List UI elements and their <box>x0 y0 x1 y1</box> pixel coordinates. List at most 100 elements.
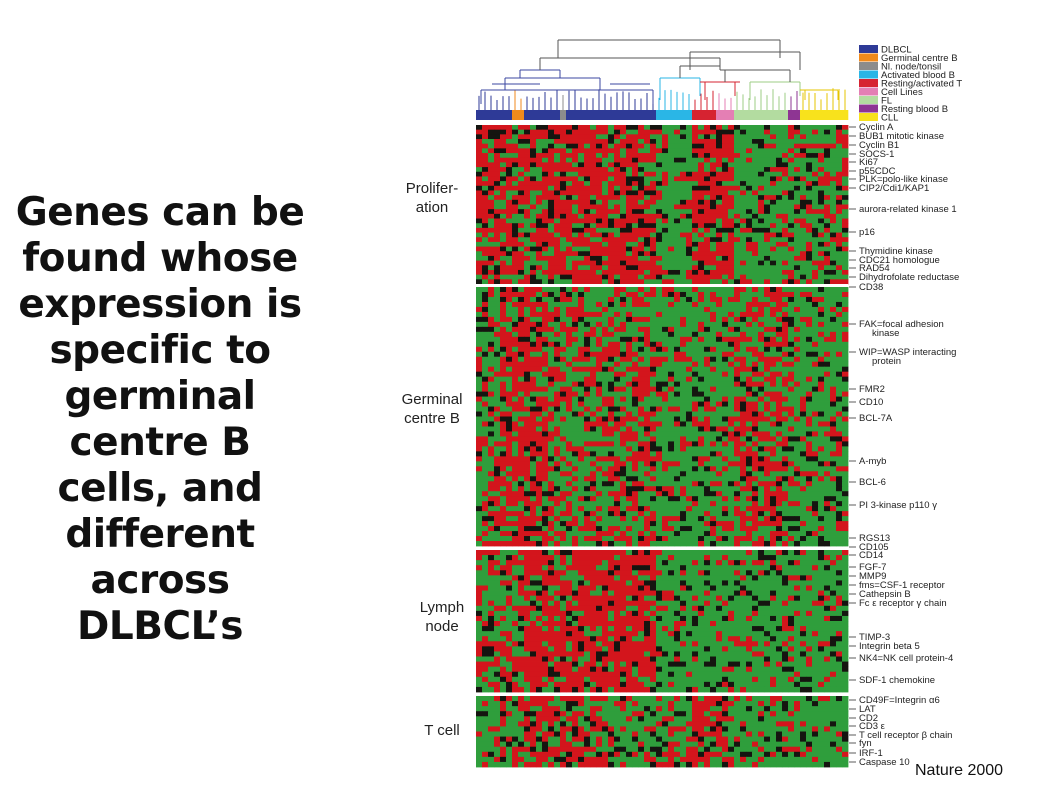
heatmap-cell <box>494 251 501 257</box>
heatmap-cell <box>584 451 591 457</box>
heatmap-cell <box>644 416 651 422</box>
heatmap-cell <box>698 232 705 238</box>
heatmap-cell <box>842 157 849 163</box>
heatmap-cell <box>692 381 699 388</box>
heatmap-cell <box>770 331 777 338</box>
heatmap-cell <box>776 167 783 173</box>
heatmap-cell <box>572 476 579 482</box>
heatmap-cell <box>704 401 711 407</box>
heatmap-cell <box>800 237 807 243</box>
heatmap-cell <box>500 153 507 159</box>
heatmap-cell <box>680 279 687 285</box>
heatmap-cell <box>668 316 675 323</box>
heatmap-cell <box>704 466 711 472</box>
heatmap-cell <box>758 153 765 159</box>
heatmap-cell <box>782 416 789 422</box>
heatmap-cell <box>500 269 507 276</box>
heatmap-cell <box>764 265 771 271</box>
heatmap-cell <box>632 139 639 145</box>
heatmap-cell <box>656 441 663 447</box>
heatmap-cell <box>626 269 633 276</box>
heatmap-cell <box>728 274 735 280</box>
heatmap-cell <box>578 167 585 173</box>
heatmap-cell <box>626 311 633 318</box>
heatmap-cell <box>680 481 687 487</box>
heatmap-cell <box>566 496 573 502</box>
heatmap-cell <box>806 481 813 487</box>
heatmap-cell <box>602 227 609 233</box>
heatmap-cell <box>830 316 837 323</box>
heatmap-cell <box>632 391 639 397</box>
heatmap-cell <box>770 296 777 303</box>
heatmap-cell <box>728 301 735 308</box>
heatmap-cell <box>680 287 687 293</box>
heatmap-cell <box>554 274 561 280</box>
heatmap-cell <box>806 406 813 412</box>
heatmap-cell <box>668 396 675 402</box>
heatmap-cell <box>632 171 639 177</box>
heatmap-cell <box>566 157 573 163</box>
heatmap-cell <box>734 356 741 363</box>
heatmap-cell <box>590 386 597 392</box>
heatmap-cell <box>806 153 813 159</box>
heatmap-cell <box>764 386 771 392</box>
heatmap-cell <box>614 167 621 173</box>
heatmap-cell <box>818 287 825 293</box>
heatmap-cell <box>524 190 531 196</box>
heatmap-cell <box>812 181 819 187</box>
heatmap-cell <box>806 421 813 427</box>
heatmap-cell <box>620 386 627 392</box>
heatmap-cell <box>512 246 519 252</box>
heatmap-cell <box>782 129 789 135</box>
heatmap-cell <box>746 129 753 135</box>
heatmap-cell <box>494 287 501 293</box>
heatmap-cell <box>686 181 693 187</box>
heatmap-cell <box>806 371 813 378</box>
heatmap-cell <box>524 162 531 168</box>
heatmap-cell <box>638 391 645 397</box>
heatmap-cell <box>596 153 603 159</box>
heatmap-cell <box>566 406 573 412</box>
heatmap-cell <box>560 251 567 257</box>
heatmap-cell <box>560 218 567 224</box>
heatmap-cell <box>536 287 543 293</box>
heatmap-cell <box>590 255 597 262</box>
heatmap-cell <box>518 153 525 159</box>
heatmap-cell <box>500 157 507 163</box>
heatmap-cell <box>668 311 675 318</box>
heatmap-cell <box>668 381 675 388</box>
heatmap-cell <box>626 321 633 328</box>
heatmap-cell <box>758 446 765 452</box>
heatmap-cell <box>494 421 501 427</box>
heatmap-cell <box>758 396 765 402</box>
heatmap-cell <box>638 301 645 308</box>
heatmap-cell <box>554 125 561 131</box>
heatmap-cell <box>716 269 723 276</box>
heatmap-cell <box>518 406 525 412</box>
heatmap-cell <box>704 301 711 308</box>
heatmap-cell <box>494 269 501 276</box>
heatmap-cell <box>524 356 531 363</box>
heatmap-cell <box>722 486 729 492</box>
heatmap-cell <box>584 491 591 497</box>
heatmap-cell <box>488 331 495 338</box>
heatmap-cell <box>632 157 639 163</box>
heatmap-cell <box>494 139 501 145</box>
heatmap-cell <box>752 153 759 159</box>
heatmap-cell <box>596 496 603 502</box>
heatmap-cell <box>512 406 519 412</box>
heatmap-cell <box>554 491 561 497</box>
heatmap-cell <box>590 143 597 149</box>
heatmap-cell <box>542 506 549 512</box>
heatmap-cell <box>812 274 819 280</box>
heatmap-cell <box>752 195 759 201</box>
heatmap-cell <box>818 241 825 247</box>
heatmap-cell <box>728 143 735 149</box>
heatmap-cell <box>608 311 615 318</box>
heatmap-cell <box>674 486 681 492</box>
heatmap-cell <box>530 311 537 318</box>
heatmap-cell <box>818 381 825 388</box>
heatmap-cell <box>716 351 723 358</box>
heatmap-cell <box>680 227 687 233</box>
heatmap-cell <box>560 316 567 323</box>
